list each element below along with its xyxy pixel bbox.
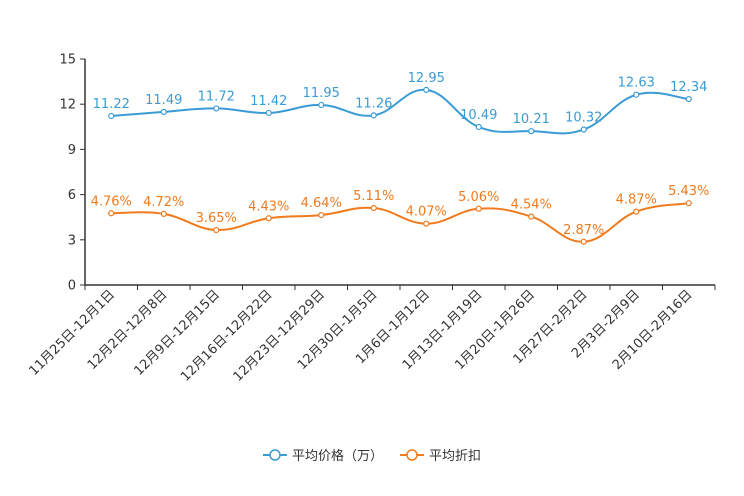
x-tick-label: 11月25日-12月1日 <box>26 287 118 379</box>
x-tick-label: 12月23日-12月29日 <box>231 287 328 384</box>
data-label: 11.95 <box>303 86 340 101</box>
data-label: 4.07% <box>406 205 447 220</box>
data-label: 12.34 <box>670 80 707 95</box>
data-point <box>108 210 115 217</box>
legend-label: 平均价格（万） <box>292 448 383 464</box>
data-point <box>108 112 115 120</box>
data-label: 11.22 <box>93 97 130 112</box>
data-label: 4.76% <box>91 194 132 209</box>
data-label: 10.21 <box>513 112 550 127</box>
data-point <box>265 215 272 222</box>
data-label: 12.63 <box>618 76 655 91</box>
legend-marker-icon <box>269 449 281 461</box>
y-tick-label: 3 <box>68 233 76 248</box>
data-point <box>318 211 325 219</box>
data-label: 11.72 <box>198 89 235 104</box>
y-tick-label: 6 <box>68 188 76 203</box>
data-point <box>528 128 535 135</box>
x-tick-label: 12月16日-12月22日 <box>178 287 275 384</box>
data-label: 11.26 <box>355 96 392 111</box>
data-label: 3.65% <box>196 211 237 226</box>
data-label: 10.49 <box>460 108 497 123</box>
data-label: 2.87% <box>563 223 604 238</box>
data-label: 11.49 <box>145 93 182 108</box>
data-label: 5.11% <box>353 189 394 204</box>
y-tick-label: 12 <box>59 98 76 113</box>
legend-marker-icon <box>406 449 418 461</box>
y-tick-label: 15 <box>59 53 76 68</box>
data-point <box>528 213 535 220</box>
y-tick-label: 0 <box>68 279 76 294</box>
data-point <box>160 210 167 217</box>
data-label: 10.32 <box>565 111 602 126</box>
data-point <box>370 204 377 212</box>
data-point <box>370 112 377 119</box>
data-point <box>213 105 220 112</box>
data-point <box>423 86 430 93</box>
data-point <box>685 200 692 207</box>
data-point <box>318 101 325 109</box>
data-label: 4.64% <box>301 196 342 211</box>
legend-label: 平均折扣 <box>429 449 481 464</box>
data-label: 11.42 <box>250 94 287 109</box>
data-label: 12.95 <box>408 71 445 86</box>
data-point <box>580 238 587 245</box>
data-point <box>475 123 482 131</box>
data-point <box>213 226 220 234</box>
data-point <box>633 208 640 215</box>
data-label: 4.54% <box>511 198 552 213</box>
legend-item-2: 平均折扣 <box>400 449 481 464</box>
data-point <box>265 109 272 117</box>
data-label: 5.06% <box>458 190 499 205</box>
data-point <box>580 126 587 133</box>
data-point <box>685 95 692 103</box>
y-tick-label: 9 <box>68 143 76 158</box>
data-label: 4.72% <box>143 195 184 210</box>
legend-item-1: 平均价格（万） <box>263 448 383 464</box>
data-point <box>633 91 640 98</box>
data-label: 4.87% <box>616 193 657 208</box>
data-label: 4.43% <box>248 199 289 214</box>
data-point <box>475 205 482 212</box>
data-point <box>160 108 167 115</box>
data-label: 5.43% <box>668 184 709 199</box>
data-point <box>423 220 430 227</box>
